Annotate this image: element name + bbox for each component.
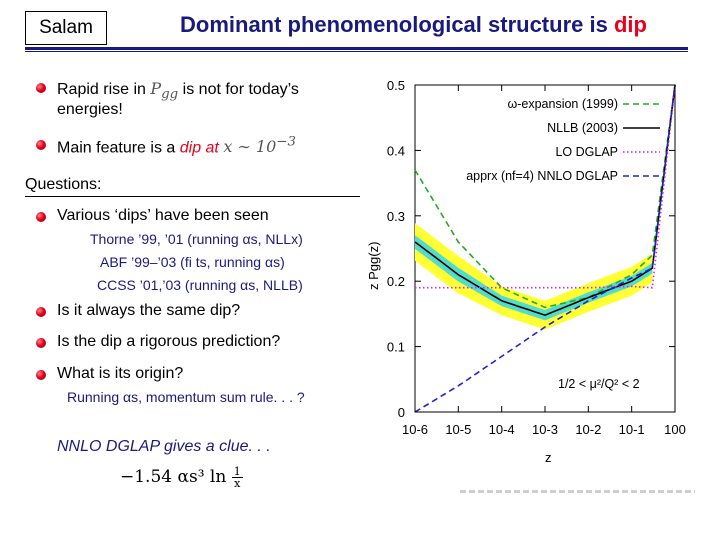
uncertainty-band-outer xyxy=(415,223,653,330)
footer-rule xyxy=(460,490,695,493)
ref-thorne: Thorne ’99, ’01 (running αs, NLLx) xyxy=(90,231,303,247)
author-label: Salam xyxy=(39,17,93,38)
x-tick-label: 100 xyxy=(664,422,686,437)
x-tick-label: 10-2 xyxy=(575,422,601,437)
legend-label: LO DGLAP xyxy=(555,145,618,159)
clue-text: NNLO DGLAP gives a clue. . . xyxy=(57,438,271,455)
ref-ccss: CCSS ’01,’03 (running αs, NLLB) xyxy=(97,277,303,293)
bullet-icon xyxy=(36,83,46,93)
y-tick-label: 0 xyxy=(398,405,405,420)
y-axis-label: z Pgg(z) xyxy=(366,242,381,290)
bullet2-math-sup: −3 xyxy=(276,135,296,150)
bullet-icon xyxy=(36,140,46,150)
legend-label: NLLB (2003) xyxy=(547,121,618,135)
pgg-chart: 0 0.1 0.2 0.3 0.4 0.5 10-6 10-5 10-4 10-3 10-2 10-1… xyxy=(366,78,686,465)
bullet-icon xyxy=(36,212,46,222)
bullet-icon xyxy=(36,307,46,317)
bullet-icon xyxy=(36,370,46,380)
x-tick-label: 10-3 xyxy=(532,422,558,437)
x-axis-label: z xyxy=(545,450,552,465)
range-annotation: 1/2 < μ²/Q² < 2 xyxy=(558,377,640,391)
legend: ω-expansion (1999) NLLB (2003) LO DGLAP app… xyxy=(466,97,660,183)
bullet2-math: x ∼ 10−3 xyxy=(223,135,296,157)
bullet2-prefix: Main feature is a xyxy=(57,139,180,157)
bullet1-math: Pgg xyxy=(150,79,178,102)
series-line-3 xyxy=(414,84,676,413)
y-tick-label: 0.3 xyxy=(387,209,405,224)
y-tick-label: 0.5 xyxy=(387,78,405,93)
ticks-layer: 0 0.1 0.2 0.3 0.4 0.5 10-6 10-5 10-4 10-3 10-2 10-1… xyxy=(387,78,686,437)
bullet1-suffix: is not for today’s xyxy=(178,81,299,98)
formula-num: 1 xyxy=(231,465,243,478)
slide-title: Dominant phenomenological structure is d… xyxy=(180,12,647,38)
question-rigorous: Is the dip a rigorous prediction? xyxy=(57,333,281,350)
question-origin: What is its origin? xyxy=(57,365,184,382)
bullet1-prefix: Rapid rise in xyxy=(57,81,151,98)
x-tick-label: 10-1 xyxy=(619,422,645,437)
series-layer xyxy=(414,84,676,413)
formula-den: x xyxy=(234,477,241,490)
x-tick-label: 10-4 xyxy=(489,422,515,437)
question-same-dip: Is it always the same dip? xyxy=(57,302,241,319)
origin-note: Running αs, momentum sum rule. . . ? xyxy=(67,389,305,405)
question-dips: Various ‘dips’ have been seen xyxy=(57,207,269,224)
title-rule-thin xyxy=(25,51,688,52)
questions-heading: Questions: xyxy=(25,176,102,193)
bullet2-highlight: dip at xyxy=(179,139,224,157)
bullet1-math-p: P xyxy=(150,79,162,98)
bullet-icon xyxy=(36,338,46,348)
title-highlight: dip xyxy=(613,12,647,37)
title-rule xyxy=(25,47,688,50)
bullet-main-feature: Main feature is a dip at x ∼ 10−3 xyxy=(57,135,296,157)
ref-abf: ABF ’99–’03 (fi ts, running αs) xyxy=(100,254,285,270)
author-box: Salam xyxy=(25,11,107,45)
bullet-rapid-rise: Rapid rise in Pgg is not for today’s xyxy=(57,79,299,102)
plot-frame xyxy=(414,84,676,413)
y-tick-label: 0.1 xyxy=(387,340,405,355)
x-tick-label: 10-6 xyxy=(402,422,428,437)
legend-label: ω-expansion (1999) xyxy=(507,97,618,111)
title-prefix: Dominant phenomenological structure is xyxy=(180,12,614,37)
questions-rule xyxy=(25,196,360,197)
y-tick-label: 0.4 xyxy=(387,143,405,158)
bullet1-math-sub: gg xyxy=(161,87,179,103)
y-tick-label: 0.2 xyxy=(387,274,405,289)
x-tick-label: 10-5 xyxy=(445,422,471,437)
bullet2-math-base: x ∼ 10 xyxy=(223,137,277,157)
formula-text: −1.54 αs³ ln xyxy=(120,467,227,487)
legend-label: apprx (nf=4) NNLO DGLAP xyxy=(466,169,618,183)
bullet1-line2: energies! xyxy=(57,101,123,118)
series-line-0 xyxy=(414,84,676,309)
